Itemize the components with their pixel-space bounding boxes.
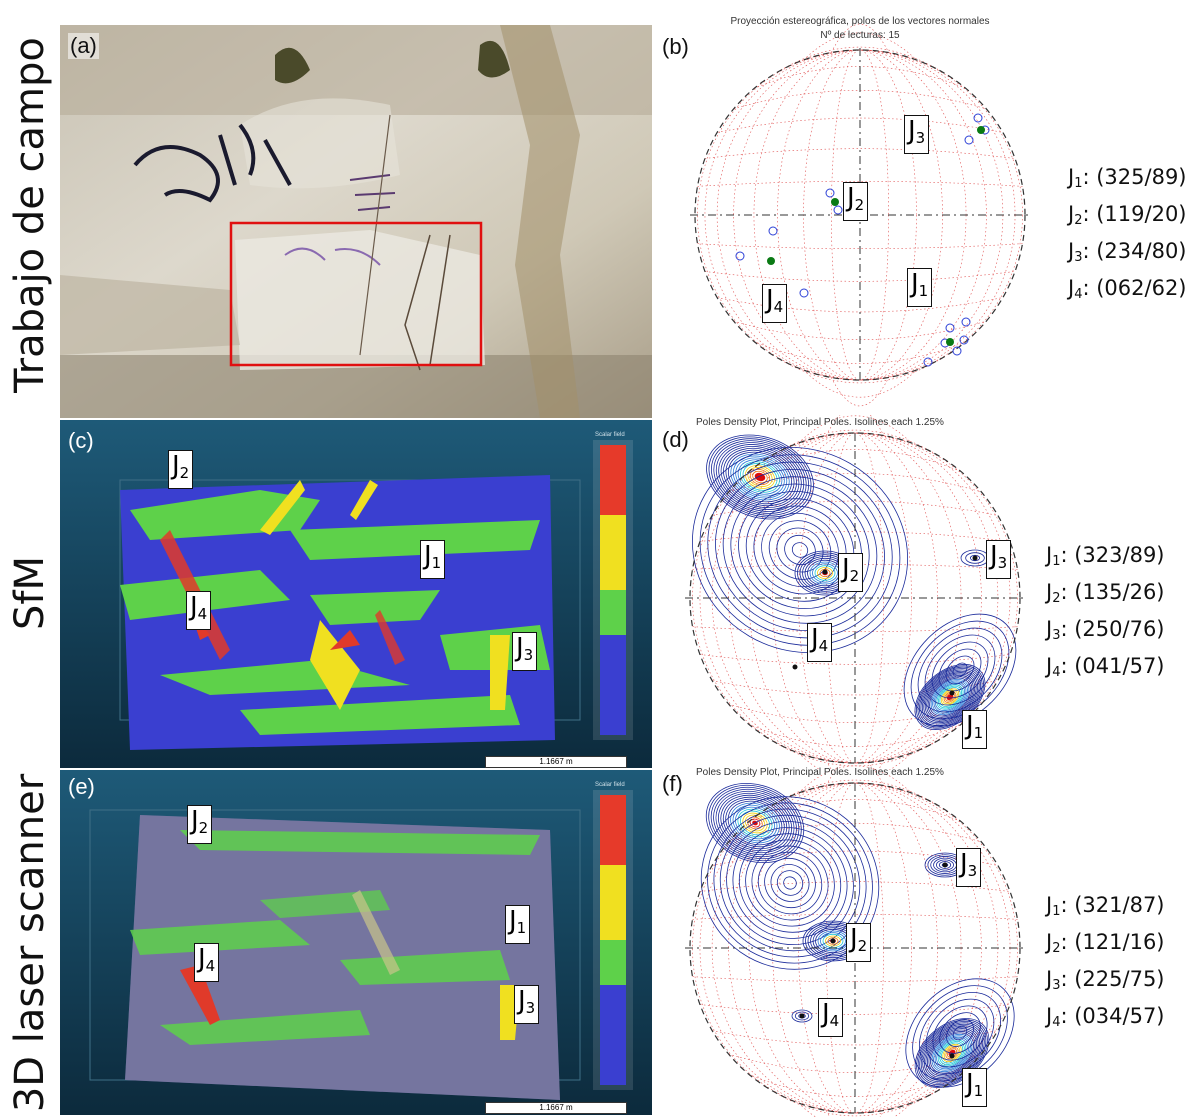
- result-row: J1: (323/89): [1046, 543, 1165, 569]
- panel-a-photo: (a): [60, 25, 652, 418]
- results-sfm: J1: (323/89) J2: (135/26) J3: (250/76) J…: [1046, 540, 1165, 688]
- colorbar-title-e: Scalar field: [595, 782, 625, 788]
- density-contours: [692, 434, 1017, 730]
- panel-b-stereonet: (b) Proyección estereográfica, polos de …: [660, 10, 1060, 410]
- results-laser: J1: (321/87) J2: (121/16) J3: (225/75) J…: [1046, 890, 1165, 1038]
- joint-label-d-j3: J3: [986, 540, 1012, 579]
- joint-label-f-j1: J1: [962, 1068, 988, 1107]
- joint-label-d-j4: J4: [807, 623, 833, 662]
- panel-a-label: (a): [68, 33, 99, 59]
- result-row: J3: (234/80): [1068, 239, 1187, 265]
- joint-label-e-j1: J1: [505, 905, 531, 944]
- point-cloud-c: [60, 420, 652, 768]
- result-row: J3: (250/76): [1046, 617, 1165, 643]
- result-row: J3: (225/75): [1046, 967, 1165, 993]
- panel-f-title: Poles Density Plot, Principal Poles. Iso…: [696, 767, 944, 778]
- joint-label-b-j4: J4: [762, 284, 788, 323]
- scale-bar-e: 1.1667 m: [485, 1102, 627, 1114]
- joint-label-e-j2: J2: [187, 805, 213, 844]
- panel-f-label: (f): [662, 771, 683, 796]
- result-row: J1: (325/89): [1068, 165, 1187, 191]
- joint-label-d-j1: J1: [962, 710, 988, 749]
- panel-e-label: (e): [68, 774, 95, 799]
- result-row: J2: (121/16): [1046, 930, 1165, 956]
- panel-d-label: (d): [662, 427, 689, 452]
- panel-c-sfm-cloud: (c) Scalar field 1.1667 m J1 J2 J3 J4: [60, 420, 652, 768]
- joint-label-f-j3: J3: [956, 848, 982, 887]
- results-field: J1: (325/89) J2: (119/20) J3: (234/80) J…: [1068, 162, 1187, 310]
- joint-label-c-j4: J4: [186, 591, 212, 630]
- outcrop-photo: [60, 25, 652, 418]
- colorbar-title-c: Scalar field: [595, 432, 625, 438]
- joint-label-f-j2: J2: [846, 923, 872, 962]
- scale-bar-c: 1.1667 m: [485, 756, 627, 768]
- panel-f-density: (f) Poles Density Plot, Principal Poles.…: [660, 763, 1040, 1117]
- joint-label-b-j1: J1: [907, 268, 933, 307]
- joint-label-f-j4: J4: [818, 998, 844, 1037]
- joint-label-b-j3: J3: [904, 115, 930, 154]
- density-contours: [700, 783, 1015, 1088]
- result-row: J2: (135/26): [1046, 580, 1165, 606]
- result-row: J4: (034/57): [1046, 1004, 1165, 1030]
- result-row: J4: (062/62): [1068, 276, 1187, 302]
- point-cloud-e: [60, 770, 652, 1115]
- panel-c-label: (c): [68, 428, 94, 453]
- joint-label-b-j2: J2: [843, 182, 869, 221]
- panel-e-laser-cloud: (e) Scalar field 1.1667 m J1 J2 J3 J4: [60, 770, 652, 1115]
- density-plot-f: [685, 763, 1025, 1117]
- panel-b-subtitle: Nº de lecturas: 15: [820, 30, 900, 41]
- joint-label-d-j2: J2: [838, 553, 864, 592]
- joint-label-e-j4: J4: [194, 943, 220, 982]
- panel-b-label: (b): [662, 34, 689, 59]
- joint-label-c-j1: J1: [420, 540, 446, 579]
- region-box: [229, 221, 483, 367]
- density-plot-d: [685, 415, 1025, 770]
- result-row: J4: (041/57): [1046, 654, 1165, 680]
- panel-b-title: Proyección estereográfica, polos de los …: [730, 16, 990, 27]
- panel-d-density: (d) Poles Density Plot, Principal Poles.…: [660, 415, 1040, 770]
- joint-label-c-j3: J3: [512, 632, 538, 671]
- joint-label-c-j2: J2: [168, 450, 194, 489]
- joint-label-e-j3: J3: [514, 985, 540, 1024]
- result-row: J2: (119/20): [1068, 202, 1187, 228]
- poles-b: [735, 113, 990, 367]
- panel-d-title: Poles Density Plot, Principal Poles. Iso…: [696, 417, 944, 428]
- result-row: J1: (321/87): [1046, 893, 1165, 919]
